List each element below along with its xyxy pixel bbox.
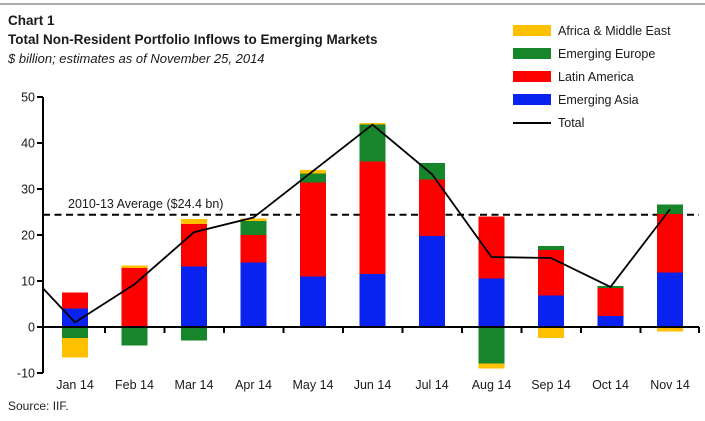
- bar-segment-europe-jun: [359, 124, 386, 162]
- y-tick-label: 10: [21, 275, 35, 289]
- bar-segment-latam-aug: [478, 216, 505, 279]
- x-tick-label: Jul 14: [415, 378, 448, 392]
- legend-item-latin-america: Latin America: [513, 65, 671, 88]
- x-tick-label: Apr 14: [235, 378, 272, 392]
- bar-segment-africa-sep: [538, 327, 564, 339]
- legend-label: Emerging Asia: [558, 92, 639, 107]
- x-tick-label: Oct 14: [592, 378, 629, 392]
- bar-segment-latam-may: [300, 182, 326, 277]
- bar-segment-europe-feb: [121, 327, 148, 346]
- y-tick-label: 20: [21, 229, 35, 243]
- bar-segment-asia-jun: [359, 274, 386, 327]
- x-tick-label: Nov 14: [650, 378, 690, 392]
- chart-title: Total Non-Resident Portfolio Inflows to …: [8, 32, 378, 47]
- legend-label: Africa & Middle East: [558, 23, 671, 38]
- top-border: [0, 3, 705, 5]
- chart-header: Chart 1 Total Non-Resident Portfolio Inf…: [8, 11, 378, 68]
- bar-segment-africa-mar: [181, 218, 207, 224]
- bar-segment-europe-jan: [62, 327, 88, 339]
- y-tick-label: 30: [21, 183, 35, 197]
- bar-segment-latam-feb: [121, 268, 148, 327]
- x-tick-label: Jun 14: [354, 378, 392, 392]
- legend-swatch-icon: [513, 71, 551, 82]
- legend-swatch-icon: [513, 94, 551, 105]
- x-tick-label: May 14: [293, 378, 334, 392]
- bar-segment-africa-nov: [657, 327, 683, 332]
- source-note: Source: IIF.: [8, 399, 69, 413]
- legend-item-emerging-asia: Emerging Asia: [513, 88, 671, 111]
- bar-segment-asia-mar: [181, 266, 207, 327]
- bar-segment-europe-aug: [478, 327, 505, 364]
- bar-segment-asia-sep: [538, 295, 564, 327]
- bar-segment-europe-mar: [181, 327, 207, 341]
- bar-segment-africa-aug: [478, 363, 505, 369]
- bar-segment-europe-sep: [538, 246, 564, 251]
- chart-number-label: Chart 1: [8, 13, 55, 28]
- x-tick-label: Feb 14: [115, 378, 154, 392]
- bar-segment-africa-jan: [62, 338, 88, 358]
- bar-segment-asia-may: [300, 276, 326, 327]
- legend: Africa & Middle East Emerging Europe Latin…: [513, 19, 671, 134]
- legend-item-emerging-europe: Emerging Europe: [513, 42, 671, 65]
- bar-segment-europe-may: [300, 173, 326, 183]
- legend-label: Latin America: [558, 69, 634, 84]
- bar-segment-latam-oct: [597, 287, 624, 316]
- legend-swatch-icon: [513, 25, 551, 36]
- bar-segment-asia-oct: [597, 315, 624, 327]
- legend-label: Total: [558, 115, 585, 130]
- x-tick-label: Jan 14: [56, 378, 94, 392]
- y-tick-label: 40: [21, 137, 35, 151]
- bar-segment-asia-aug: [478, 278, 505, 327]
- legend-item-total: Total: [513, 111, 671, 134]
- bar-segment-africa-apr: [240, 218, 267, 222]
- bar-segment-asia-jul: [419, 235, 445, 327]
- x-tick-label: Aug 14: [472, 378, 512, 392]
- bar-segment-latam-jun: [359, 161, 386, 275]
- bar-segment-asia-jan: [62, 308, 88, 327]
- bar-segment-europe-apr: [240, 221, 267, 235]
- x-tick-label: Sep 14: [531, 378, 571, 392]
- total-line: [42, 123, 671, 324]
- legend-swatch-icon: [513, 48, 551, 59]
- legend-label: Emerging Europe: [558, 46, 656, 61]
- bar-segment-latam-apr: [240, 235, 267, 263]
- y-tick-label: -10: [17, 367, 35, 381]
- average-line-label: 2010-13 Average ($24.4 bn): [68, 197, 223, 211]
- bar-segment-latam-jul: [419, 179, 445, 236]
- y-tick-label: 0: [28, 321, 35, 335]
- bar-segment-europe-nov: [657, 204, 683, 214]
- bar-segment-latam-jan: [62, 292, 88, 309]
- legend-item-africa-middle-east: Africa & Middle East: [513, 19, 671, 42]
- bar-segment-europe-jul: [419, 163, 445, 180]
- y-tick-label: 50: [21, 91, 35, 105]
- bar-segment-asia-apr: [240, 262, 267, 327]
- bar-segment-asia-nov: [657, 272, 683, 327]
- bar-segment-latam-nov: [657, 213, 683, 273]
- legend-line-swatch-icon: [513, 121, 551, 124]
- x-tick-label: Mar 14: [175, 378, 214, 392]
- chart-subtitle: $ billion; estimates as of November 25, …: [8, 51, 265, 66]
- bar-segment-africa-feb: [121, 265, 148, 269]
